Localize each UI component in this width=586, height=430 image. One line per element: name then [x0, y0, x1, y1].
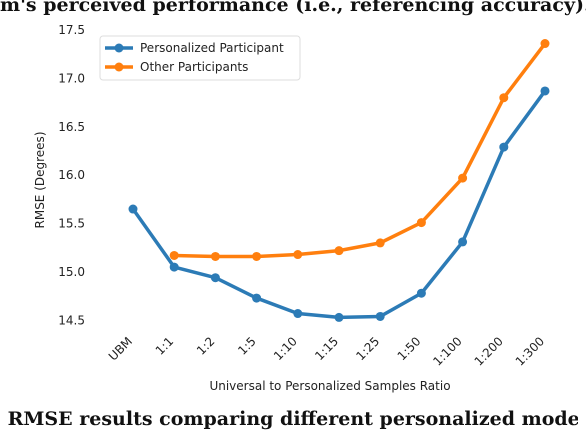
data-point-0: [252, 293, 262, 303]
data-point-1: [375, 238, 385, 248]
data-point-1: [416, 218, 426, 228]
x-tick-label: 1:50: [395, 334, 424, 363]
data-point-0: [210, 273, 220, 283]
data-point-1: [499, 93, 509, 103]
x-tick-label: 1:25: [353, 334, 382, 363]
data-point-0: [293, 309, 303, 319]
data-point-0: [375, 311, 385, 321]
x-tick-label: 1:15: [312, 334, 341, 363]
x-tick-label: 1:300: [513, 334, 547, 368]
data-point-1: [293, 250, 303, 260]
x-axis-label: Universal to Personalized Samples Ratio: [209, 379, 450, 393]
data-point-1: [210, 251, 220, 261]
data-point-0: [540, 86, 550, 96]
y-tick-label: 15.0: [58, 265, 85, 279]
series-line-0: [131, 89, 547, 320]
data-point-1: [334, 246, 344, 256]
y-axis-label: RMSE (Degrees): [33, 132, 47, 229]
data-point-1: [252, 251, 262, 261]
x-tick-label: UBM: [106, 334, 135, 363]
y-tick-label: 16.5: [58, 120, 85, 134]
series-lines: [131, 41, 547, 320]
data-point-0: [128, 204, 138, 214]
legend: Personalized Participant Other Participan…: [99, 35, 301, 81]
x-tick-label: 1:200: [472, 334, 506, 368]
data-point-0: [334, 312, 344, 322]
data-point-1: [540, 39, 550, 49]
y-tick-label: 15.5: [58, 217, 85, 231]
figure-caption-top: m's perceived performance (i.e., referen…: [0, 0, 586, 16]
y-tick-label: 17.0: [58, 71, 85, 85]
data-point-0: [169, 262, 179, 272]
series-points: [128, 39, 550, 322]
legend-swatch-marker: [114, 43, 124, 53]
data-point-1: [458, 173, 468, 183]
y-tick-label: 17.5: [58, 23, 85, 37]
data-point-0: [499, 142, 509, 152]
x-tick-label: 1:1: [153, 334, 177, 358]
series-line-1: [172, 41, 547, 259]
data-point-0: [458, 237, 468, 247]
y-tick-label: 14.5: [58, 313, 85, 327]
legend-entry-label: Personalized Participant: [140, 41, 284, 55]
y-tick-label: 16.0: [58, 168, 85, 182]
figure-caption-bottom: ) RMSE results comparing different perso…: [0, 408, 578, 430]
legend-entry-label: Other Participants: [140, 60, 248, 74]
x-tick-label: 1:100: [430, 334, 464, 368]
data-point-0: [416, 288, 426, 298]
legend-box: [99, 35, 301, 81]
x-tick-label: 1:2: [194, 334, 218, 358]
legend-swatch-marker: [114, 62, 124, 72]
x-tick-label: 1:5: [235, 334, 259, 358]
data-point-1: [169, 250, 179, 260]
x-tick-label: 1:10: [271, 334, 300, 363]
